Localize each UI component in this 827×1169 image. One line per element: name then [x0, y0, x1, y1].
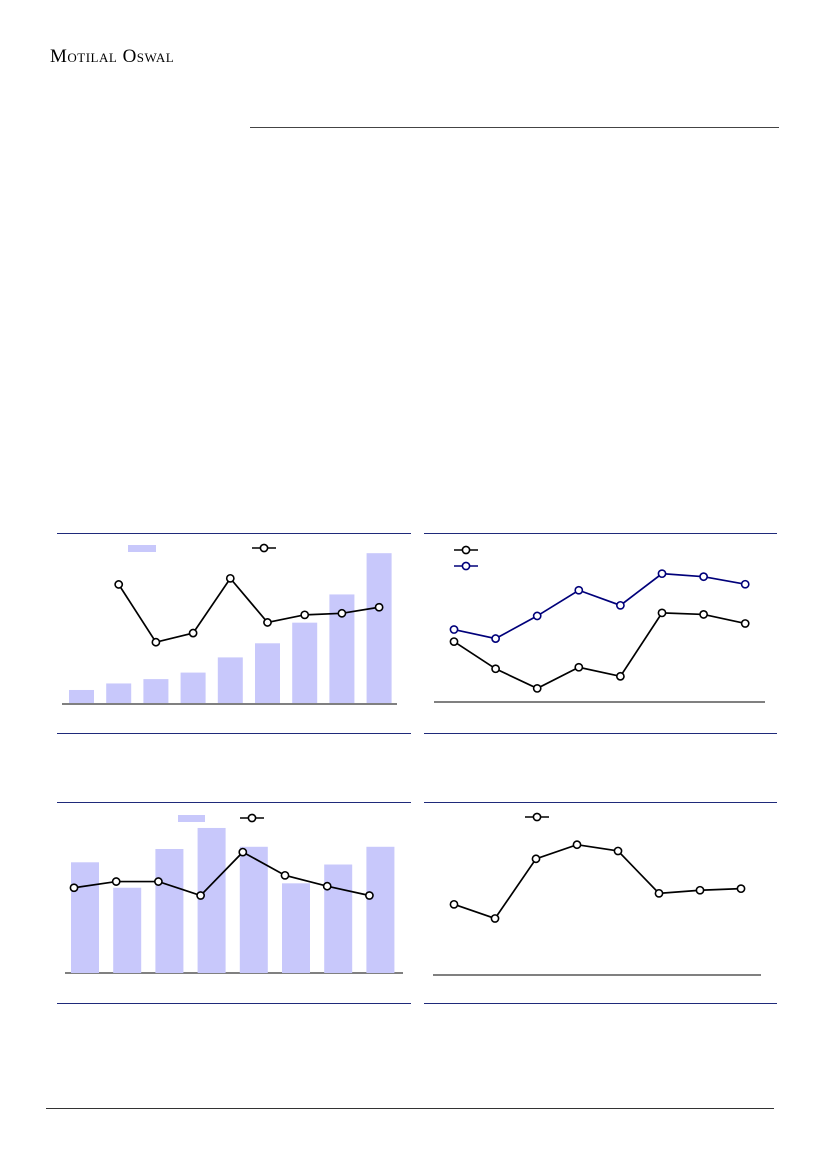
- chart-2-point-0-0: [449, 637, 459, 646]
- chart-2-point-1-0: [449, 625, 459, 634]
- chart-1-bar-4: [217, 657, 243, 703]
- chart-3-bar-0: [71, 862, 99, 973]
- chart-2-legend-series-1-marker: [461, 561, 471, 571]
- panel1-top-rule: [57, 533, 411, 534]
- chart-2-point-1-2: [532, 611, 542, 621]
- chart-3-point-6: [322, 881, 332, 891]
- chart-2-point-1-4: [615, 600, 625, 610]
- footer-rule: [46, 1108, 774, 1109]
- chart-3-point-2: [154, 877, 163, 886]
- chart-3-point-0: [69, 883, 79, 893]
- panel2-bottom-rule: [424, 733, 777, 734]
- chart-2-point-0-2: [532, 684, 542, 693]
- chart-1-bar-3: [180, 672, 206, 703]
- chart-1-point-3: [188, 628, 198, 638]
- chart-1-point-8: [374, 602, 384, 612]
- chart-3-point-4: [238, 847, 248, 857]
- chart-3-bar-5: [282, 883, 310, 973]
- chart-1-point-4: [225, 573, 235, 583]
- chart-2-point-1-1: [491, 634, 500, 643]
- chart-1-point-2: [151, 637, 161, 647]
- chart-3: [65, 813, 403, 974]
- panel4-bottom-rule: [424, 1003, 777, 1004]
- chart-2-point-0-5: [657, 608, 667, 618]
- chart-4-point-3: [572, 840, 582, 850]
- chart-3-point-3: [196, 891, 205, 900]
- chart-1-bar-0: [69, 689, 94, 703]
- chart-4-point-7: [736, 884, 746, 894]
- chart-2-point-0-3: [574, 662, 584, 672]
- chart-1-legend-series-marker: [259, 543, 269, 553]
- chart-4-point-4: [613, 846, 623, 856]
- panel2-top-rule: [424, 533, 777, 534]
- chart-1-point-7: [337, 608, 347, 618]
- chart-2-point-1-6: [699, 572, 708, 582]
- chart-2-point-1-5: [657, 569, 667, 579]
- chart-2-point-0-6: [699, 610, 708, 619]
- chart-1-bar-5: [255, 643, 280, 703]
- chart-2-point-0-1: [491, 664, 500, 674]
- chart-1-bar-1: [106, 683, 132, 703]
- brand-logo: Motilal Oswal: [50, 46, 175, 67]
- chart-3-bar-1: [113, 887, 142, 973]
- chart-4-legend-series-marker: [532, 812, 542, 822]
- chart-1-point-5: [263, 618, 272, 627]
- chart-2: [434, 545, 765, 703]
- chart-1-point-6: [300, 610, 310, 620]
- chart-4-point-6: [695, 885, 705, 895]
- chart-2-legend-series-0-marker: [461, 545, 471, 555]
- chart-1-bar-2: [143, 679, 169, 703]
- chart-4-line: [453, 843, 742, 920]
- chart-3-legend-bar-swatch: [178, 815, 205, 822]
- panel3-bottom-rule: [57, 1003, 411, 1004]
- chart-3-legend-series-marker: [247, 813, 257, 823]
- chart-2-line-0: [453, 612, 746, 690]
- header-rule: [250, 127, 779, 128]
- chart-4: [433, 812, 761, 976]
- chart-1-point-1: [114, 580, 124, 589]
- panel3-top-rule: [57, 802, 411, 803]
- chart-4-point-5: [654, 888, 664, 898]
- chart-2-point-0-4: [615, 671, 625, 681]
- chart-2-point-1-7: [740, 579, 750, 589]
- chart-4-point-0: [449, 899, 459, 909]
- panel4-top-rule: [424, 802, 777, 803]
- chart-3-bar-4: [239, 846, 268, 973]
- chart-1-line: [117, 576, 380, 644]
- chart-3-line: [73, 851, 370, 897]
- chart-3-bar-3: [197, 827, 226, 973]
- chart-4-point-2: [531, 854, 541, 864]
- chart-2-line-1: [453, 572, 746, 640]
- chart-3-bar-6: [324, 864, 353, 973]
- panel1-bottom-rule: [57, 733, 411, 734]
- chart-4-point-1: [490, 914, 500, 923]
- chart-1-bar-8: [366, 553, 392, 703]
- chart-3-bar-7: [366, 846, 395, 973]
- chart-3-bar-2: [155, 849, 184, 973]
- chart-2-point-0-7: [740, 619, 750, 628]
- chart-1: [62, 543, 397, 705]
- chart-3-point-1: [111, 877, 121, 886]
- chart-3-point-7: [364, 891, 374, 900]
- chart-1-bar-6: [292, 622, 318, 703]
- chart-1-legend-bar-swatch: [128, 545, 156, 552]
- chart-3-point-5: [280, 870, 290, 880]
- chart-2-point-1-3: [574, 585, 584, 595]
